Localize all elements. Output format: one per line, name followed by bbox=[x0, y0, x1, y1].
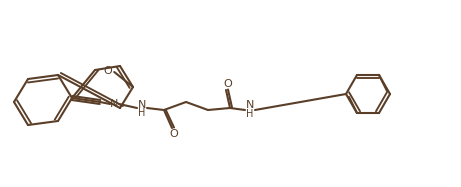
Text: H: H bbox=[246, 109, 254, 119]
Text: N: N bbox=[246, 100, 254, 110]
Text: O: O bbox=[103, 66, 112, 76]
Text: H: H bbox=[138, 108, 146, 118]
Text: N: N bbox=[138, 100, 146, 110]
Text: N: N bbox=[110, 99, 118, 109]
Text: O: O bbox=[170, 129, 178, 139]
Text: O: O bbox=[224, 79, 232, 89]
